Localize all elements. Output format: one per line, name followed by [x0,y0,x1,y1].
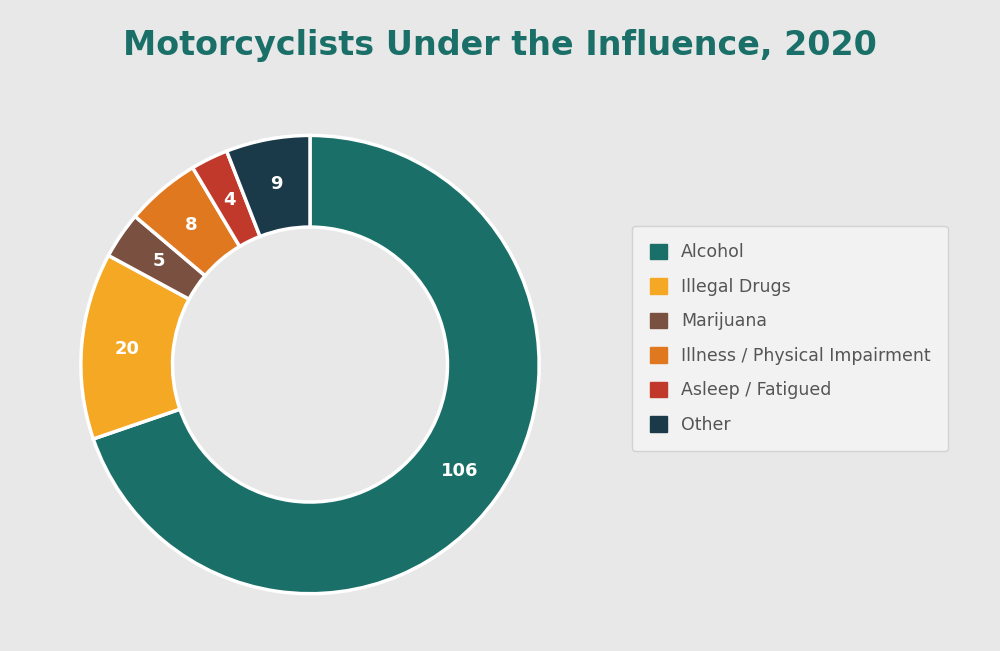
Text: 20: 20 [115,340,140,359]
Wedge shape [227,135,310,236]
Text: 9: 9 [270,175,282,193]
Text: 106: 106 [440,462,478,480]
Wedge shape [108,217,205,299]
Wedge shape [93,135,539,594]
Wedge shape [193,151,260,247]
Text: Motorcyclists Under the Influence, 2020: Motorcyclists Under the Influence, 2020 [123,29,877,62]
Wedge shape [81,255,189,439]
Legend: Alcohol, Illegal Drugs, Marijuana, Illness / Physical Impairment, Asleep / Fatig: Alcohol, Illegal Drugs, Marijuana, Illne… [632,226,948,451]
Text: 4: 4 [223,191,236,209]
Text: 8: 8 [185,215,198,234]
Wedge shape [135,168,240,276]
Text: 5: 5 [152,252,165,270]
